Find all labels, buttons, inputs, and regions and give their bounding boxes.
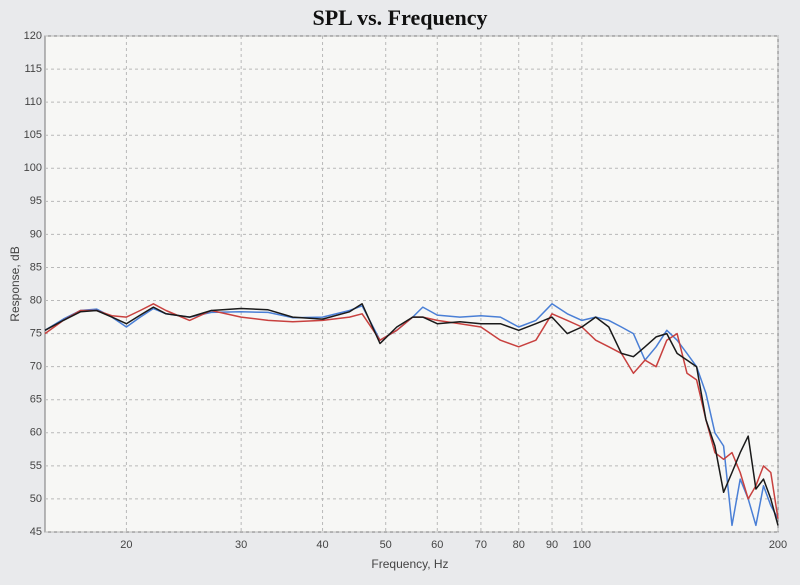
x-axis-label: Frequency, Hz xyxy=(371,557,448,571)
y-tick-label: 75 xyxy=(30,328,42,340)
y-tick-label: 85 xyxy=(30,261,42,273)
x-tick-label: 70 xyxy=(475,539,487,551)
y-tick-label: 105 xyxy=(24,129,42,141)
y-tick-label: 65 xyxy=(30,394,42,406)
x-tick-label: 40 xyxy=(316,539,328,551)
y-tick-label: 120 xyxy=(24,30,42,42)
y-tick-label: 115 xyxy=(24,63,42,75)
y-tick-label: 60 xyxy=(30,427,42,439)
x-tick-label: 60 xyxy=(431,539,443,551)
y-axis-label: Response, dB xyxy=(8,246,22,321)
x-tick-label: 80 xyxy=(513,539,525,551)
y-tick-label: 110 xyxy=(24,96,42,108)
y-tick-label: 50 xyxy=(30,493,42,505)
plot-area xyxy=(44,35,779,533)
series-line xyxy=(44,303,779,519)
series-line xyxy=(44,303,779,526)
y-tick-label: 80 xyxy=(30,294,42,306)
y-tick-label: 90 xyxy=(30,228,42,240)
x-tick-label: 30 xyxy=(235,539,247,551)
x-tick-label: 90 xyxy=(546,539,558,551)
y-tick-label: 55 xyxy=(30,460,42,472)
y-tick-label: 70 xyxy=(30,361,42,373)
x-tick-label: 200 xyxy=(769,539,787,551)
x-tick-label: 20 xyxy=(120,539,132,551)
x-tick-label: 100 xyxy=(573,539,591,551)
y-tick-label: 95 xyxy=(30,195,42,207)
y-tick-label: 100 xyxy=(24,162,42,174)
x-tick-label: 50 xyxy=(380,539,392,551)
y-tick-label: 45 xyxy=(30,526,42,538)
chart-title: SPL vs. Frequency xyxy=(312,5,487,30)
